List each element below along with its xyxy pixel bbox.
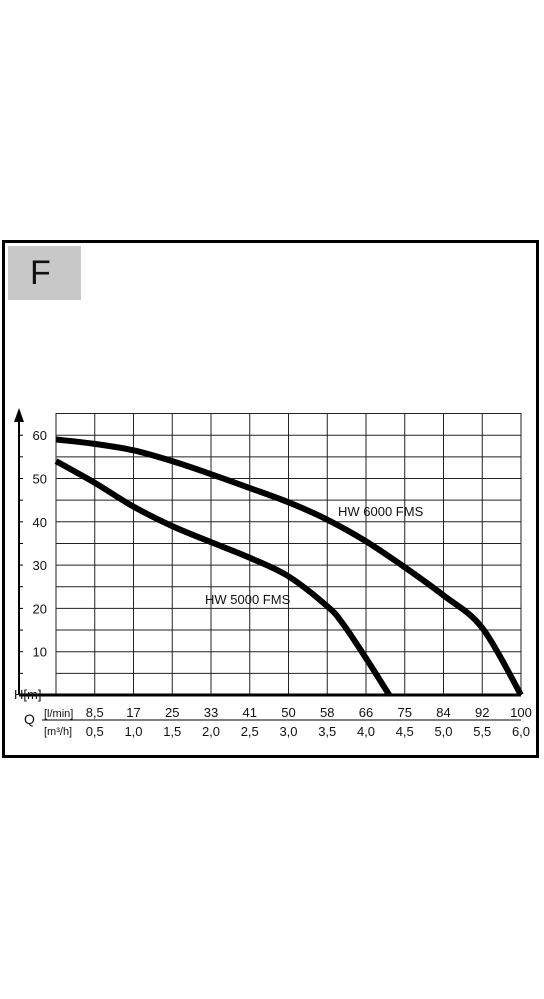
series-label-hw5000: HW 5000 FMS (205, 592, 291, 607)
y-tick-label: 50 (33, 472, 47, 487)
x-tick-label-lmin: 50 (281, 705, 295, 720)
x-tick-label-m3h: 0,5 (86, 724, 104, 739)
y-axis-arrow (14, 408, 24, 422)
series-label-hw6000: HW 6000 FMS (338, 504, 424, 519)
x-tick-label-m3h: 6,0 (512, 724, 530, 739)
x-tick-label-m3h: 5,5 (473, 724, 491, 739)
chart-ticks: 10 20 30 40 50 60 8,5 17 25 33 41 50 58 66 75 84 92 100 0,… (33, 428, 532, 739)
chart-panel: F (2, 240, 539, 758)
x-tick-label-lmin: 58 (320, 705, 334, 720)
y-tick-label: 10 (33, 645, 47, 660)
x-tick-label-lmin: 100 (510, 705, 532, 720)
x-tick-label-m3h: 4,5 (396, 724, 414, 739)
x-tick-label-lmin: 92 (475, 705, 489, 720)
x-tick-label-m3h: 1,5 (163, 724, 181, 739)
section-badge: F (8, 246, 81, 300)
x-tick-label-m3h: 1,0 (124, 724, 142, 739)
chart-curves (54, 436, 524, 697)
x-tick-label-m3h: 3,5 (318, 724, 336, 739)
series-curve-hw6000 (55, 436, 524, 697)
x-tick-label-lmin: 17 (126, 705, 140, 720)
x-tick-label-lmin: 41 (243, 705, 257, 720)
x-unit-m3h: [m³/h] (44, 726, 72, 738)
x-tick-label-lmin: 66 (359, 705, 373, 720)
chart-grid (55, 413, 522, 695)
y-tick-label: 30 (33, 558, 47, 573)
series-curve-hw5000 (54, 458, 392, 697)
y-tick-label: 60 (33, 428, 47, 443)
y-tick-label: 40 (33, 515, 47, 530)
x-tick-label-m3h: 2,0 (202, 724, 220, 739)
x-tick-label-m3h: 2,5 (241, 724, 259, 739)
x-unit-lmin: [l/min] (44, 708, 73, 720)
x-tick-label-lmin: 25 (165, 705, 179, 720)
x-tick-label-lmin: 84 (436, 705, 450, 720)
x-tick-label-m3h: 4,0 (357, 724, 375, 739)
x-tick-label-m3h: 5,0 (434, 724, 452, 739)
x-tick-label-lmin: 8,5 (86, 705, 104, 720)
chart-axes (14, 408, 521, 721)
x-tick-label-lmin: 75 (398, 705, 412, 720)
x-tick-label-m3h: 3,0 (279, 724, 297, 739)
x-tick-label-lmin: 33 (204, 705, 218, 720)
y-tick-label: 20 (33, 601, 47, 616)
y-axis-label: H[m] (14, 687, 41, 702)
x-axis-label: Q (24, 711, 35, 727)
